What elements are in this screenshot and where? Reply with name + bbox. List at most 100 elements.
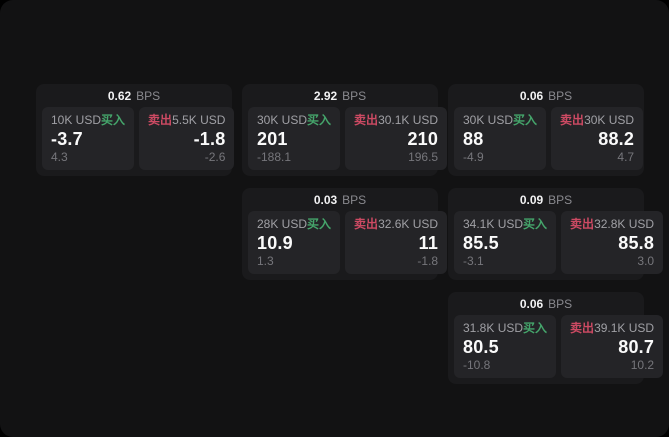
quote-panels: 34.1K USD 买入 85.5 -3.1 卖出 32.8K USD 85.8…: [454, 211, 664, 274]
sell-price: -1.8: [193, 129, 226, 150]
sell-secondary-value: 4.7: [617, 149, 635, 164]
buy-price: 88: [463, 129, 484, 150]
bps-unit: BPS: [548, 296, 573, 311]
buy-quote-panel[interactable]: 28K USD 买入 10.9 1.3: [248, 211, 341, 274]
sell-amount-label: 30.1K USD: [378, 113, 439, 127]
bps-header: 0.06 BPS: [454, 84, 638, 107]
quote-card: 0.06 BPS 30K USD 买入 88 -4.9 卖出 30K USD: [448, 84, 644, 176]
quote-card: 0.62 BPS 10K USD 买入 -3.7 4.3 卖出 5.5K USD: [36, 84, 235, 176]
buy-secondary-value: 1.3: [257, 253, 274, 268]
sell-amount-label: 32.6K USD: [378, 217, 439, 231]
sell-price: 210: [407, 129, 439, 150]
sell-quote-panel[interactable]: 卖出 32.8K USD 85.8 3.0: [561, 211, 664, 274]
buy-panel-header: 10K USD 买入: [51, 113, 125, 127]
bps-header: 2.92 BPS: [248, 84, 432, 107]
sell-side-tag: 卖出: [570, 217, 595, 231]
buy-side-tag: 买入: [513, 113, 538, 127]
buy-quote-panel[interactable]: 31.8K USD 买入 80.5 -10.8: [454, 315, 557, 378]
buy-quote-panel[interactable]: 34.1K USD 买入 85.5 -3.1: [454, 211, 557, 274]
sell-amount-label: 39.1K USD: [594, 321, 655, 335]
buy-side-tag: 买入: [523, 217, 548, 231]
sell-side-tag: 卖出: [148, 113, 173, 127]
sell-price: 85.8: [618, 233, 655, 254]
sell-price: 88.2: [598, 129, 635, 150]
buy-amount-label: 30K USD: [463, 113, 514, 127]
bps-unit: BPS: [342, 192, 367, 207]
buy-amount-label: 34.1K USD: [463, 217, 524, 231]
buy-price: -3.7: [51, 129, 83, 150]
buy-amount-label: 31.8K USD: [463, 321, 524, 335]
sell-panel-header: 卖出 30K USD: [560, 113, 635, 127]
bps-value: 0.06: [519, 296, 544, 311]
sell-quote-panel[interactable]: 卖出 5.5K USD -1.8 -2.6: [139, 107, 235, 170]
quote-panels: 30K USD 买入 88 -4.9 卖出 30K USD 88.2 4.7: [454, 107, 644, 170]
buy-secondary-value: -10.8: [463, 357, 491, 372]
sell-secondary-value: -2.6: [204, 149, 226, 164]
buy-panel-header: 30K USD 买入: [257, 113, 332, 127]
buy-quote-panel[interactable]: 10K USD 买入 -3.7 4.3: [42, 107, 135, 170]
buy-quote-panel[interactable]: 30K USD 买入 201 -188.1: [248, 107, 341, 170]
bps-value: 0.62: [107, 88, 132, 103]
sell-secondary-value: -1.8: [417, 253, 439, 268]
sell-secondary-value: 196.5: [408, 149, 439, 164]
sell-side-tag: 卖出: [354, 217, 379, 231]
bps-unit: BPS: [136, 88, 161, 103]
sell-quote-panel[interactable]: 卖出 30K USD 88.2 4.7: [551, 107, 644, 170]
sell-side-tag: 卖出: [354, 113, 379, 127]
bps-unit: BPS: [342, 88, 367, 103]
sell-quote-panel[interactable]: 卖出 32.6K USD 11 -1.8: [345, 211, 448, 274]
buy-side-tag: 买入: [307, 113, 332, 127]
quote-panels: 30K USD 买入 201 -188.1 卖出 30.1K USD 210 1…: [248, 107, 448, 170]
quote-card: 0.06 BPS 31.8K USD 买入 80.5 -10.8 卖出 39.1…: [448, 292, 664, 384]
sell-panel-header: 卖出 5.5K USD: [148, 113, 226, 127]
bps-value: 0.06: [519, 88, 544, 103]
buy-secondary-value: -188.1: [257, 149, 292, 164]
buy-side-tag: 买入: [523, 321, 548, 335]
bps-header: 0.62 BPS: [42, 84, 226, 107]
buy-amount-label: 10K USD: [51, 113, 102, 127]
sell-panel-header: 卖出 32.6K USD: [354, 217, 439, 231]
bps-value: 0.03: [313, 192, 338, 207]
quote-card: 0.03 BPS 28K USD 买入 10.9 1.3 卖出 32.6K US…: [242, 188, 448, 280]
sell-secondary-value: 3.0: [637, 253, 655, 268]
buy-secondary-value: -4.9: [463, 149, 484, 164]
buy-secondary-value: 4.3: [51, 149, 68, 164]
sell-quote-panel[interactable]: 卖出 39.1K USD 80.7 10.2: [561, 315, 664, 378]
quote-card: 0.09 BPS 34.1K USD 买入 85.5 -3.1 卖出 32.8K…: [448, 188, 664, 280]
buy-panel-header: 34.1K USD 买入: [463, 217, 548, 231]
buy-price: 80.5: [463, 337, 499, 358]
sell-side-tag: 卖出: [570, 321, 595, 335]
quote-card-grid: 0.62 BPS 10K USD 买入 -3.7 4.3 卖出 5.5K USD: [36, 84, 664, 384]
quote-panels: 28K USD 买入 10.9 1.3 卖出 32.6K USD 11 -1.8: [248, 211, 448, 274]
sell-panel-header: 卖出 32.8K USD: [570, 217, 654, 231]
buy-quote-panel[interactable]: 30K USD 买入 88 -4.9: [454, 107, 547, 170]
bps-unit: BPS: [548, 88, 573, 103]
sell-panel-header: 卖出 30.1K USD: [354, 113, 439, 127]
quote-panels: 31.8K USD 买入 80.5 -10.8 卖出 39.1K USD 80.…: [454, 315, 664, 378]
sell-secondary-value: 10.2: [630, 357, 655, 372]
sell-quote-panel[interactable]: 卖出 30.1K USD 210 196.5: [345, 107, 448, 170]
bps-header: 0.03 BPS: [248, 188, 432, 211]
buy-panel-header: 31.8K USD 买入: [463, 321, 548, 335]
buy-secondary-value: -3.1: [463, 253, 484, 268]
sell-amount-label: 30K USD: [584, 113, 635, 127]
bps-unit: BPS: [548, 192, 573, 207]
sell-panel-header: 卖出 39.1K USD: [570, 321, 655, 335]
bps-header: 0.06 BPS: [454, 292, 638, 315]
bps-value: 0.09: [519, 192, 544, 207]
buy-panel-header: 28K USD 买入: [257, 217, 332, 231]
buy-side-tag: 买入: [307, 217, 332, 231]
buy-price: 10.9: [257, 233, 293, 254]
quote-panels: 10K USD 买入 -3.7 4.3 卖出 5.5K USD -1.8 -2.…: [42, 107, 235, 170]
sell-side-tag: 卖出: [560, 113, 585, 127]
bps-header: 0.09 BPS: [454, 188, 638, 211]
sell-amount-label: 5.5K USD: [172, 113, 226, 127]
buy-price: 85.5: [463, 233, 499, 254]
buy-panel-header: 30K USD 买入: [463, 113, 538, 127]
buy-amount-label: 30K USD: [257, 113, 308, 127]
buy-price: 201: [257, 129, 288, 150]
quote-card: 2.92 BPS 30K USD 买入 201 -188.1 卖出 30.1K …: [242, 84, 448, 176]
sell-price: 11: [418, 233, 439, 254]
buy-amount-label: 28K USD: [257, 217, 308, 231]
